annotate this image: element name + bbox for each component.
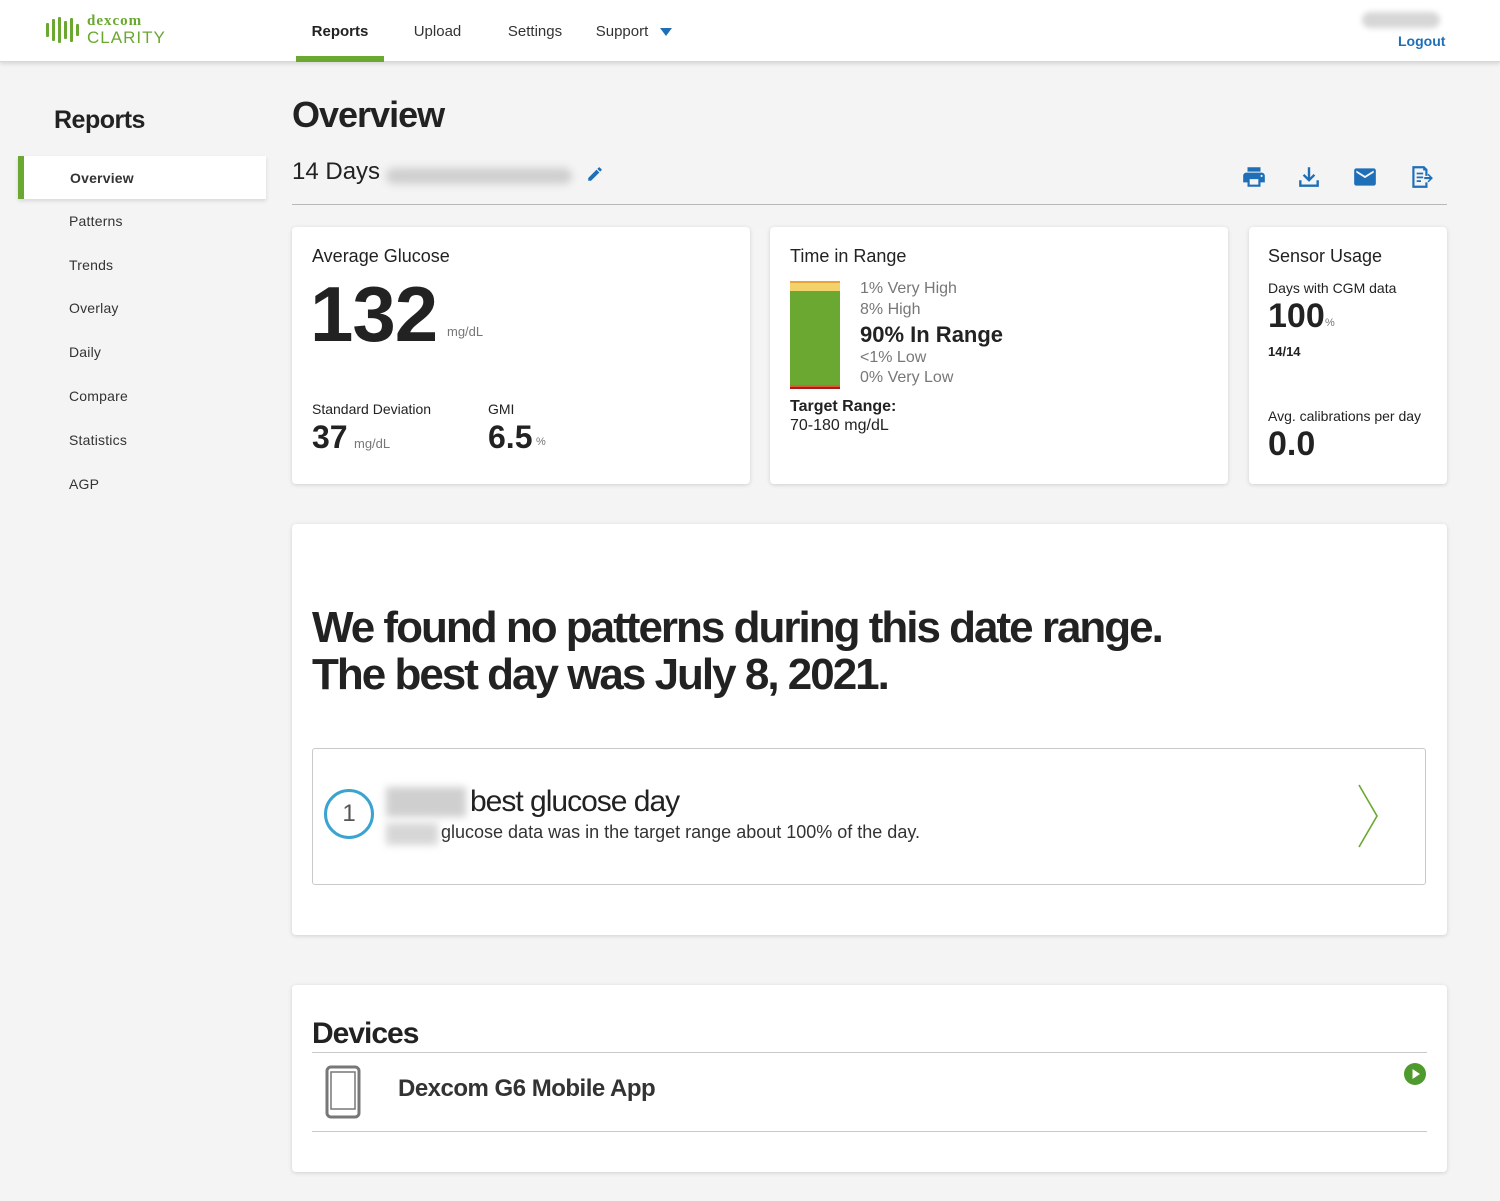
- nav-support[interactable]: Support: [579, 0, 689, 62]
- time-in-range-card[interactable]: Time in Range 1% Very High 8% High 90% I…: [770, 227, 1228, 484]
- nav-settings[interactable]: Settings: [507, 22, 563, 40]
- email-icon[interactable]: [1352, 164, 1378, 190]
- sidebar-item-compare[interactable]: Compare: [69, 388, 128, 405]
- user-name-redacted: [1362, 12, 1440, 28]
- sidebar-item-daily[interactable]: Daily: [69, 344, 102, 361]
- target-range-value: 70-180 mg/dL: [790, 417, 889, 434]
- average-glucose-unit: mg/dL: [447, 324, 484, 339]
- best-day-weekday-redacted: [386, 823, 438, 845]
- sd-value: 37: [312, 419, 348, 455]
- devices-divider-bottom: [312, 1131, 1427, 1132]
- nav-reports[interactable]: Reports: [296, 0, 384, 62]
- tir-bar-segment-very-low: [790, 387, 840, 389]
- devices-divider-top: [312, 1052, 1427, 1053]
- chevron-right-icon[interactable]: [1357, 783, 1379, 849]
- sidebar-item-patterns[interactable]: Patterns: [69, 212, 123, 229]
- play-circle-icon[interactable]: [1403, 1062, 1427, 1086]
- sidebar-nav: Overview Patterns Trends Overlay Daily C…: [18, 156, 266, 506]
- patterns-headline: We found no patterns during this date ra…: [312, 603, 1164, 699]
- phone-icon: [325, 1065, 361, 1119]
- best-day-rank-badge: 1: [324, 789, 374, 839]
- time-in-range-title: Time in Range: [790, 246, 907, 266]
- sensor-usage-card[interactable]: Sensor Usage Days with CGM data 100 % 14…: [1249, 227, 1447, 484]
- main-nav: Reports Upload Settings Support: [296, 0, 689, 62]
- tir-low-label: <1% Low: [860, 349, 927, 366]
- export-icon[interactable]: [1408, 164, 1434, 190]
- average-glucose-card[interactable]: Average Glucose 132 mg/dL Standard Devia…: [292, 227, 750, 484]
- logout-link[interactable]: Logout: [1398, 33, 1446, 49]
- sidebar-item-overlay[interactable]: Overlay: [69, 300, 119, 317]
- sd-unit: mg/dL: [354, 436, 391, 451]
- tir-in-range-label: 90% In Range: [860, 322, 1004, 347]
- days-cgm-fraction: 14/14: [1268, 344, 1301, 359]
- time-in-range-bar: [790, 281, 840, 389]
- days-cgm-value: 100: [1268, 297, 1325, 335]
- tir-bar-segment-high: [790, 282, 840, 292]
- sensor-usage-title: Sensor Usage: [1268, 246, 1383, 266]
- sidebar-item-agp[interactable]: AGP: [69, 475, 100, 492]
- gmi-label: GMI: [488, 401, 515, 417]
- tir-bar-segment-very-high: [790, 281, 840, 283]
- tir-bar-segment-in-range: [790, 291, 840, 386]
- gmi-unit: %: [536, 436, 546, 448]
- gmi-value: 6.5: [488, 419, 533, 455]
- devices-card: Devices Dexcom G6 Mobile App: [292, 985, 1447, 1172]
- devices-title: Devices: [312, 1017, 419, 1050]
- edit-pencil-icon[interactable]: [586, 165, 604, 183]
- calibrations-label: Avg. calibrations per day: [1268, 408, 1422, 424]
- best-day-item[interactable]: 1 best glucose day glucose data was in t…: [312, 748, 1426, 885]
- sidebar-item-trends[interactable]: Trends: [69, 256, 114, 273]
- tir-very-low-label: 0% Very Low: [860, 369, 954, 386]
- page-title: Overview: [292, 94, 445, 135]
- print-icon[interactable]: [1241, 164, 1267, 190]
- sidebar-item-overview[interactable]: Overview: [18, 156, 266, 199]
- sidebar-item-statistics[interactable]: Statistics: [69, 431, 128, 448]
- best-day-description: glucose data was in the target range abo…: [441, 822, 920, 842]
- best-day-title: best glucose day: [470, 785, 680, 818]
- logo-line2: CLARITY: [87, 28, 166, 47]
- tir-high-label: 8% High: [860, 301, 921, 318]
- patterns-headline-line1: We found no patterns during this date ra…: [312, 603, 1164, 652]
- days-cgm-label: Days with CGM data: [1268, 280, 1397, 296]
- range-label[interactable]: 14 Days: [292, 158, 381, 185]
- days-cgm-unit: %: [1325, 317, 1335, 329]
- target-range-label: Target Range:: [790, 398, 897, 415]
- patterns-headline-line2: The best day was July 8, 2021.: [312, 650, 890, 699]
- average-glucose-title: Average Glucose: [312, 246, 450, 266]
- calibrations-value: 0.0: [1268, 425, 1316, 463]
- patterns-card: We found no patterns during this date ra…: [292, 524, 1447, 935]
- device-name: Dexcom G6 Mobile App: [398, 1075, 656, 1102]
- logo-bars-icon: [46, 16, 79, 44]
- sidebar-title: Reports: [54, 106, 145, 134]
- average-glucose-value: 132: [310, 270, 438, 358]
- date-range-redacted: [386, 168, 572, 184]
- best-day-date-redacted: [386, 787, 466, 817]
- nav-upload[interactable]: Upload: [413, 22, 462, 40]
- dexcom-clarity-logo[interactable]: dexcom CLARITY: [46, 14, 166, 46]
- caret-down-icon: [660, 27, 673, 36]
- logo-line1: dexcom: [87, 13, 143, 29]
- date-range-row: 14 Days: [292, 158, 1447, 205]
- sd-label: Standard Deviation: [312, 401, 432, 417]
- tir-bar-segment-low: [790, 385, 840, 388]
- download-icon[interactable]: [1296, 164, 1322, 190]
- top-bar: dexcom CLARITY Reports Upload Settings S…: [0, 0, 1500, 62]
- tir-very-high-label: 1% Very High: [860, 280, 957, 297]
